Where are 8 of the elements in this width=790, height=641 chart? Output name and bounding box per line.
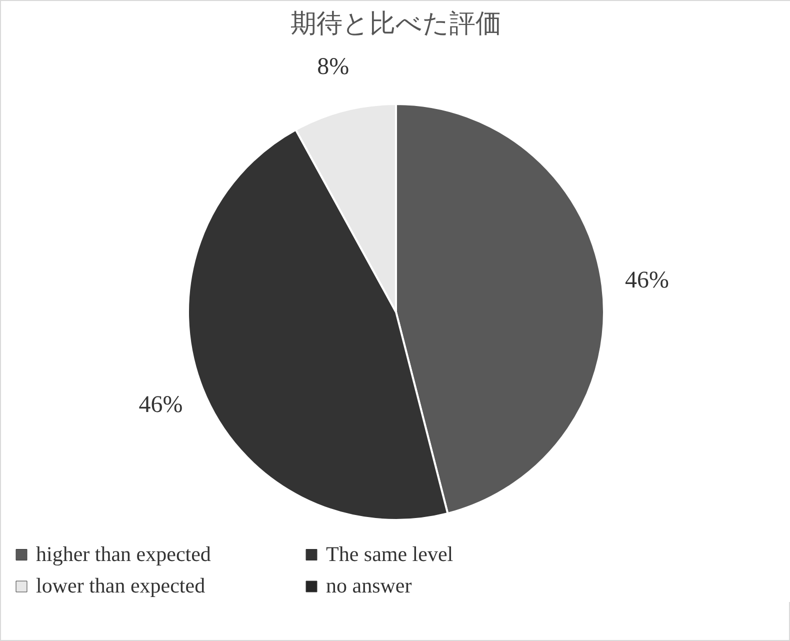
legend-label: The same level bbox=[326, 542, 454, 566]
chart-title: 期待と比べた評価 bbox=[290, 9, 502, 38]
data-label: 46% bbox=[625, 267, 670, 294]
legend-label: higher than expected bbox=[36, 542, 212, 566]
data-label: 8% bbox=[317, 54, 350, 80]
data-label: 46% bbox=[138, 392, 183, 418]
legend-label: no answer bbox=[326, 574, 412, 598]
legend-label: lower than expected bbox=[36, 574, 206, 598]
